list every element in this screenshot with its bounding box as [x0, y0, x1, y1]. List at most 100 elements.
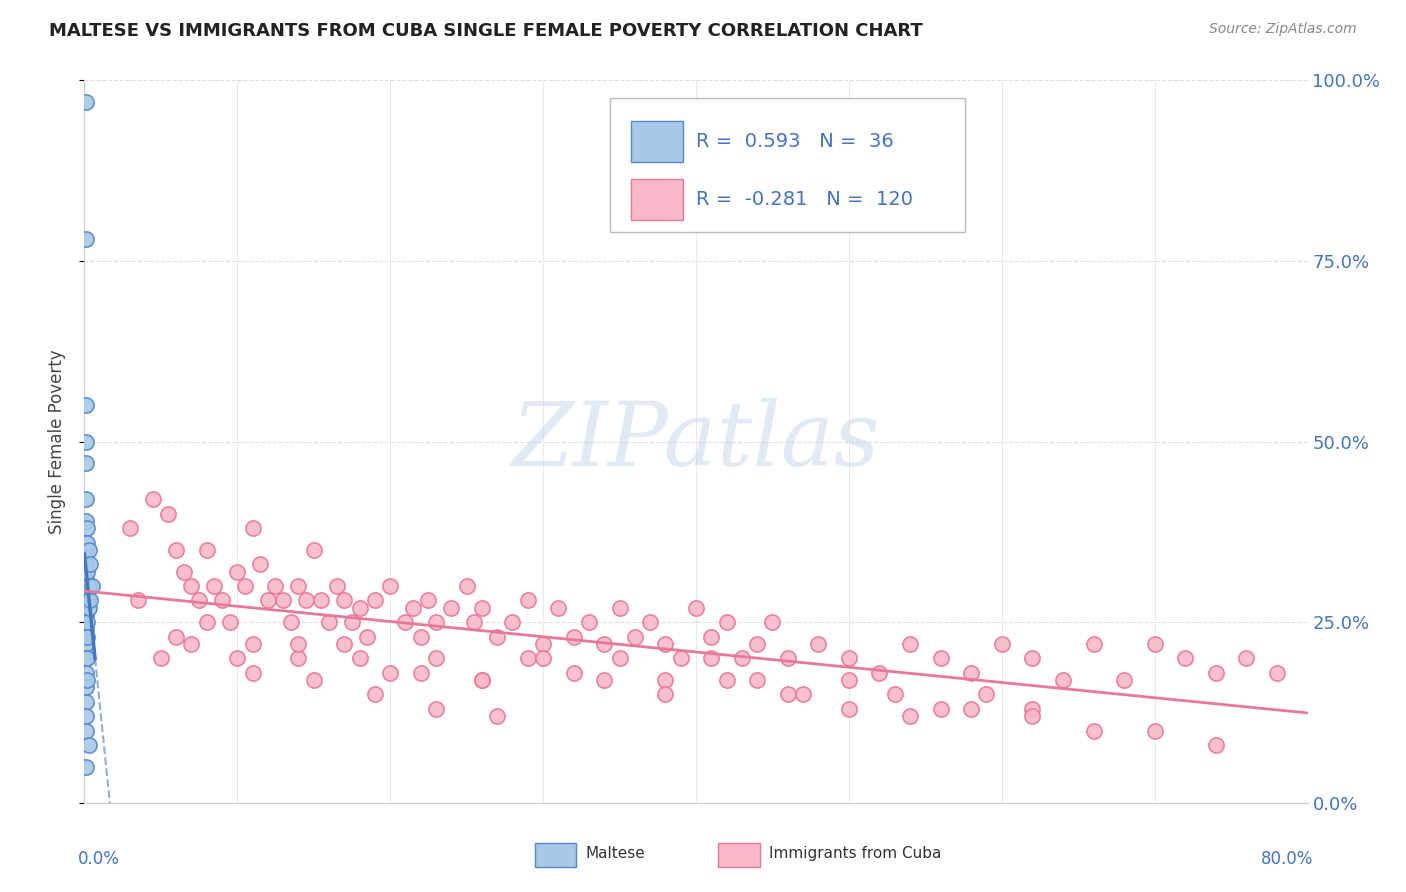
Point — [233, 579, 256, 593]
Point — [776, 687, 799, 701]
Point — [747, 637, 769, 651]
Point — [1052, 673, 1074, 687]
Point — [669, 651, 692, 665]
Point — [838, 673, 860, 687]
Point — [731, 651, 754, 665]
Point — [471, 673, 494, 687]
Point — [624, 630, 647, 644]
Point — [929, 651, 952, 665]
Point — [249, 558, 271, 572]
Point — [333, 593, 356, 607]
Point — [1143, 723, 1166, 738]
Point — [77, 600, 100, 615]
Point — [75, 637, 97, 651]
Point — [471, 673, 494, 687]
Point — [356, 630, 378, 644]
Point — [76, 651, 98, 665]
Point — [578, 615, 600, 630]
Point — [380, 579, 402, 593]
Point — [157, 507, 180, 521]
Text: Immigrants from Cuba: Immigrants from Cuba — [769, 846, 942, 861]
Point — [75, 514, 97, 528]
Text: 80.0%: 80.0% — [1261, 850, 1313, 868]
Point — [202, 579, 225, 593]
Point — [75, 623, 97, 637]
Point — [173, 565, 195, 579]
Point — [1021, 651, 1043, 665]
Point — [929, 702, 952, 716]
Point — [1083, 637, 1105, 651]
Point — [75, 665, 97, 680]
Point — [654, 687, 676, 701]
Point — [242, 521, 264, 535]
Point — [264, 579, 287, 593]
Point — [531, 637, 554, 651]
Point — [593, 637, 616, 651]
Point — [654, 637, 676, 651]
Point — [75, 760, 97, 774]
Point — [425, 615, 447, 630]
Point — [226, 651, 249, 665]
Point — [609, 651, 631, 665]
Point — [425, 651, 447, 665]
Point — [318, 615, 340, 630]
Text: 0.0%: 0.0% — [79, 850, 120, 868]
Point — [716, 673, 738, 687]
Point — [486, 630, 509, 644]
Point — [1174, 651, 1197, 665]
Point — [562, 630, 585, 644]
Point — [76, 521, 98, 535]
Point — [409, 665, 432, 680]
Point — [325, 579, 347, 593]
Point — [747, 673, 769, 687]
Point — [531, 651, 554, 665]
Point — [547, 600, 569, 615]
Point — [77, 738, 100, 752]
Point — [349, 651, 371, 665]
Point — [76, 565, 98, 579]
Point — [1265, 665, 1288, 680]
Point — [1236, 651, 1258, 665]
Point — [79, 593, 101, 607]
Point — [75, 542, 97, 557]
Point — [211, 593, 233, 607]
Point — [1205, 738, 1227, 752]
Point — [287, 637, 309, 651]
Point — [75, 572, 97, 586]
Point — [75, 95, 97, 109]
Point — [271, 593, 294, 607]
Point — [516, 593, 538, 607]
Point — [394, 615, 416, 630]
Point — [76, 593, 98, 607]
Point — [75, 680, 97, 694]
Point — [76, 673, 98, 687]
Point — [75, 434, 97, 449]
Point — [75, 695, 97, 709]
Point — [685, 600, 707, 615]
Point — [75, 593, 97, 607]
Point — [77, 542, 100, 557]
Point — [349, 600, 371, 615]
Point — [776, 651, 799, 665]
Point — [1021, 702, 1043, 716]
Point — [218, 615, 240, 630]
Point — [333, 637, 356, 651]
Point — [838, 702, 860, 716]
FancyBboxPatch shape — [610, 98, 965, 232]
Text: R =  0.593   N =  36: R = 0.593 N = 36 — [696, 132, 894, 152]
Text: Maltese: Maltese — [586, 846, 645, 861]
Text: ZIPatlas: ZIPatlas — [512, 398, 880, 485]
Point — [364, 593, 387, 607]
FancyBboxPatch shape — [631, 121, 682, 162]
FancyBboxPatch shape — [534, 843, 576, 867]
Point — [302, 673, 325, 687]
Point — [1143, 637, 1166, 651]
Point — [120, 521, 142, 535]
Point — [76, 615, 98, 630]
Point — [180, 637, 202, 651]
Point — [960, 665, 983, 680]
Point — [75, 607, 97, 622]
Point — [142, 492, 165, 507]
Point — [898, 637, 921, 651]
Point — [165, 630, 187, 644]
